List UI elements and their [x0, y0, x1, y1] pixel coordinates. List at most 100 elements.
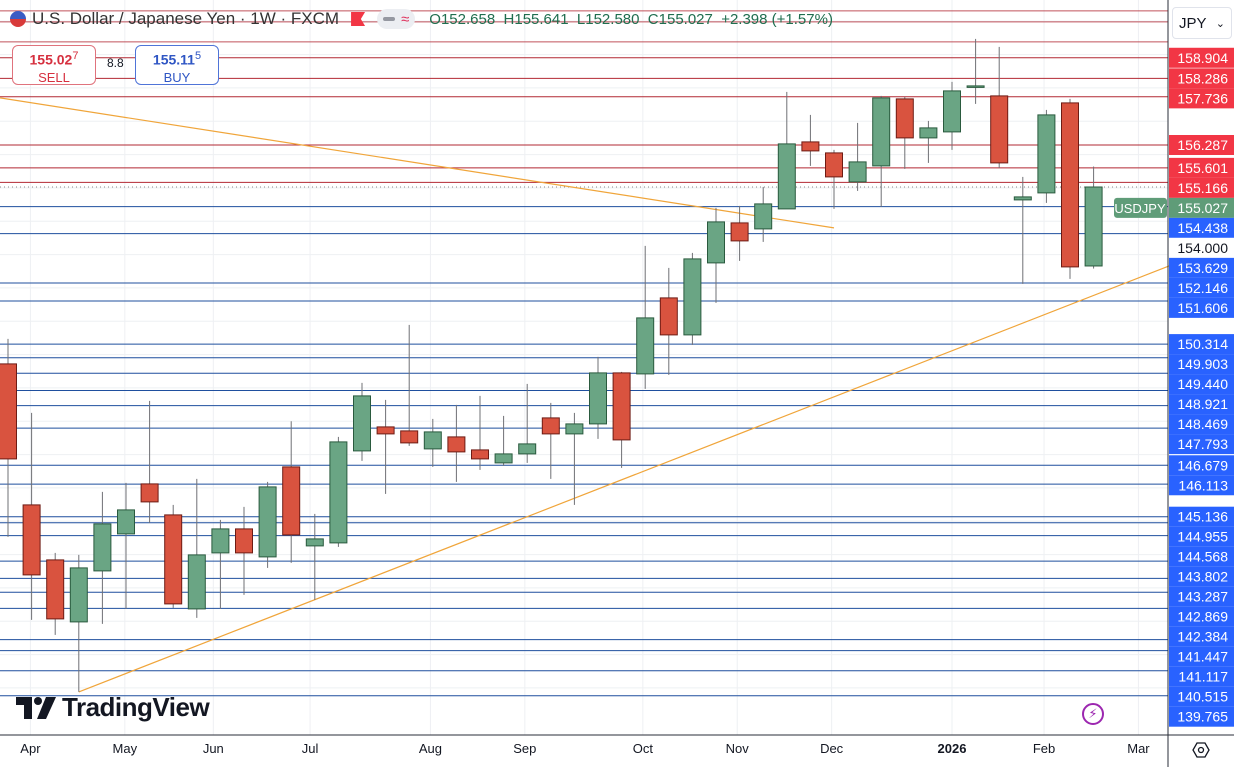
- resistance-price-label-bg: [1169, 88, 1234, 109]
- candle-body: [69, 567, 88, 623]
- candle-body: [990, 95, 1009, 164]
- settings-gear-icon[interactable]: [1192, 741, 1210, 759]
- candle-up: [966, 38, 985, 104]
- last-price-label: 155.027: [1177, 200, 1228, 216]
- support-price-label: 149.903: [1177, 356, 1228, 372]
- price-axis[interactable]: 158.904 158.286 157.736 156.287 155.601 155.1…: [1114, 47, 1234, 727]
- candle-body: [1084, 186, 1103, 267]
- candle-body: [730, 222, 749, 242]
- support-price-label: 153.629: [1177, 260, 1228, 276]
- candle-down: [659, 267, 678, 375]
- support-price-label-bg: [1169, 217, 1234, 238]
- candle-down: [0, 338, 17, 537]
- support-price-label: 143.287: [1177, 589, 1228, 605]
- sell-price-pip: 7: [72, 50, 79, 62]
- tradingview-logo-icon: [16, 696, 56, 719]
- trendlines[interactable]: [0, 97, 1170, 693]
- logo-text: TradingView: [62, 692, 210, 722]
- support-price-label-bg: [1169, 526, 1234, 547]
- candle-body: [943, 90, 961, 133]
- candle-body: [1013, 196, 1032, 201]
- candle-down: [801, 114, 820, 166]
- symbol-tag: USDJPY: [1114, 201, 1166, 216]
- candle-up: [565, 412, 584, 505]
- candle-body: [777, 143, 796, 210]
- candle-up: [1037, 109, 1056, 203]
- candle-down: [22, 412, 41, 620]
- chevron-down-icon: ⌄: [1215, 17, 1225, 30]
- candle-up: [636, 245, 655, 389]
- candle-body: [117, 509, 135, 535]
- approx-wave-icon[interactable]: ≈: [401, 10, 410, 28]
- buy-label: BUY: [163, 69, 191, 85]
- support-price-label-bg: [1169, 666, 1234, 687]
- candle-up: [211, 519, 230, 609]
- trendline[interactable]: [78, 265, 1170, 693]
- support-price-label: 141.447: [1177, 649, 1228, 665]
- lightning-icon[interactable]: ⚡︎: [1082, 703, 1104, 725]
- time-axis-label: May: [113, 741, 138, 756]
- candle-body: [235, 528, 253, 554]
- candle-down: [612, 371, 631, 468]
- time-axis-label: Mar: [1127, 741, 1150, 756]
- currency-value: JPY: [1179, 14, 1207, 32]
- support-price-label: 146.113: [1178, 477, 1228, 493]
- axis-tick-label: 154.000: [1177, 240, 1228, 256]
- resistance-price-label: 156.287: [1177, 137, 1228, 153]
- candle-body: [187, 554, 206, 610]
- support-price-label: 142.384: [1177, 629, 1228, 645]
- usd-jpy-flag-icon: [10, 11, 26, 27]
- support-price-label-bg: [1169, 297, 1234, 318]
- support-price-label: 154.438: [1177, 220, 1228, 236]
- candle-up: [919, 120, 938, 163]
- time-axis-label: Feb: [1033, 741, 1055, 756]
- candle-body: [305, 538, 324, 547]
- trendline[interactable]: [0, 97, 835, 229]
- candle-down: [164, 504, 183, 608]
- support-price-label: 143.802: [1177, 569, 1228, 585]
- candle-body: [565, 423, 584, 435]
- time-axis[interactable]: Apr May Jun Jul Aug Sep Oct Nov Dec 2026 Feb Mar: [20, 741, 1150, 756]
- symbol-title[interactable]: U.S. Dollar / Japanese Yen · 1W · FXCM: [32, 9, 340, 28]
- support-price-label: 149.440: [1177, 376, 1228, 392]
- sell-button[interactable]: 155.027 SELL: [12, 45, 96, 85]
- chart-legend: U.S. Dollar / Japanese Yen · 1W · FXCM ≈…: [10, 8, 833, 30]
- spread-value: 8.8: [107, 56, 124, 70]
- resistance-price-label-bg: [1169, 157, 1234, 178]
- support-price-label: 140.515: [1177, 689, 1228, 705]
- candle-body: [93, 523, 112, 572]
- support-price-label-bg: [1169, 277, 1234, 298]
- resistance-price-label: 155.166: [1177, 180, 1228, 196]
- support-price-label-bg: [1169, 434, 1234, 455]
- red-flag-icon[interactable]: [351, 12, 366, 26]
- buy-price-pip: 5: [194, 50, 202, 62]
- candle-body: [164, 514, 183, 605]
- support-price-label-bg: [1169, 646, 1234, 667]
- candle-down: [541, 402, 560, 479]
- candle-body: [258, 486, 277, 558]
- support-price-label-bg: [1169, 354, 1234, 375]
- candle-up: [329, 436, 348, 547]
- minus-icon[interactable]: [383, 17, 396, 21]
- support-price-label-bg: [1169, 706, 1234, 727]
- candle-down: [400, 324, 419, 446]
- support-price-label-bg: [1169, 606, 1234, 627]
- candle-down: [282, 421, 301, 563]
- candle-up: [754, 186, 773, 242]
- support-price-label: 148.469: [1177, 416, 1228, 432]
- candle-down: [376, 399, 395, 494]
- tradingview-logo[interactable]: TradingView: [16, 692, 210, 723]
- candle-body: [659, 297, 678, 336]
- buy-button[interactable]: 155.115 BUY: [135, 45, 219, 85]
- resistance-price-label: 157.736: [1177, 90, 1228, 106]
- candle-up: [872, 95, 891, 207]
- currency-dropdown[interactable]: JPY ⌄: [1172, 7, 1232, 39]
- indicator-pill[interactable]: ≈: [377, 9, 416, 29]
- candle-body: [801, 141, 820, 152]
- support-price-label-bg: [1169, 506, 1234, 527]
- candle-up: [258, 481, 277, 568]
- candle-body: [140, 483, 159, 503]
- candle-up: [423, 418, 442, 467]
- time-axis-label: Sep: [513, 741, 536, 756]
